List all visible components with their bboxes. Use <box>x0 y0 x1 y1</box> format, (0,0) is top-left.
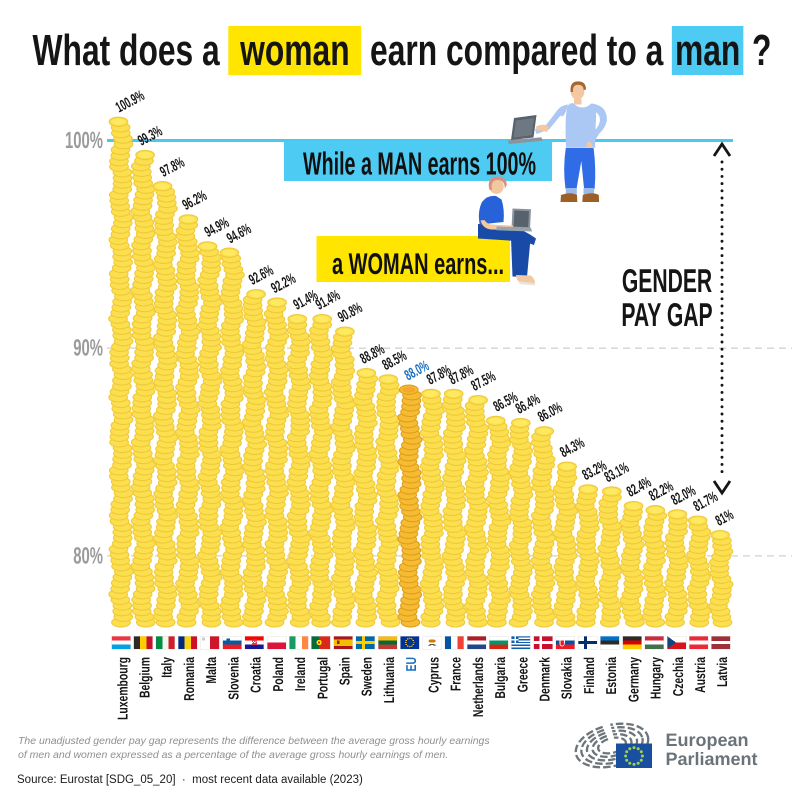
svg-text:Spain: Spain <box>338 657 354 685</box>
svg-text:Czechia: Czechia <box>671 656 687 696</box>
svg-text:While a MAN earns 100%: While a MAN earns 100% <box>303 146 536 182</box>
svg-text:Cyprus: Cyprus <box>426 657 442 693</box>
svg-text:PAY GAP: PAY GAP <box>621 296 712 333</box>
svg-text:80%: 80% <box>73 542 103 568</box>
svg-text:Austria: Austria <box>693 656 709 693</box>
svg-text:Poland: Poland <box>271 657 287 692</box>
svg-text:Luxembourg: Luxembourg <box>115 657 131 720</box>
svg-text:Estonia: Estonia <box>604 656 620 694</box>
svg-text:83.1%: 83.1% <box>602 459 632 486</box>
svg-text:Finland: Finland <box>582 657 598 694</box>
svg-text:Portugal: Portugal <box>315 657 331 699</box>
svg-text:Greece: Greece <box>515 657 531 692</box>
svg-text:81%: 81% <box>713 506 737 529</box>
svg-text:Parliament: Parliament <box>666 749 758 769</box>
svg-text:96.2%: 96.2% <box>180 187 210 214</box>
svg-text:Malta: Malta <box>204 656 220 683</box>
svg-text:Belgium: Belgium <box>138 657 154 698</box>
svg-text:Romania: Romania <box>182 656 198 701</box>
svg-text:Croatia: Croatia <box>249 656 265 693</box>
svg-text:Slovakia: Slovakia <box>560 656 576 699</box>
svg-text:Hungary: Hungary <box>649 657 665 699</box>
svg-text:Ireland: Ireland <box>293 657 309 691</box>
svg-text:97.8%: 97.8% <box>157 154 187 181</box>
svg-text:GENDER: GENDER <box>622 262 712 299</box>
svg-text:Denmark: Denmark <box>538 657 554 702</box>
svg-text:a WOMAN earns...: a WOMAN earns... <box>332 248 504 281</box>
svg-text:Lithuania: Lithuania <box>382 656 398 703</box>
svg-text:Germany: Germany <box>626 657 642 702</box>
svg-text:EU: EU <box>404 657 420 671</box>
svg-text:Latvia: Latvia <box>715 656 731 687</box>
svg-text:European: European <box>666 730 749 750</box>
svg-text:Bulgaria: Bulgaria <box>493 656 509 698</box>
svg-text:99.3%: 99.3% <box>135 123 165 150</box>
svg-text:84.3%: 84.3% <box>557 434 587 461</box>
svg-text:Sweden: Sweden <box>360 657 376 696</box>
svg-text:Slovenia: Slovenia <box>226 656 242 700</box>
svg-text:90%: 90% <box>73 335 103 361</box>
svg-text:Netherlands: Netherlands <box>471 657 487 717</box>
svg-text:Italy: Italy <box>160 657 176 678</box>
svg-text:France: France <box>449 657 465 691</box>
svg-text:100%: 100% <box>65 127 103 153</box>
svg-text:100.9%: 100.9% <box>113 87 147 116</box>
